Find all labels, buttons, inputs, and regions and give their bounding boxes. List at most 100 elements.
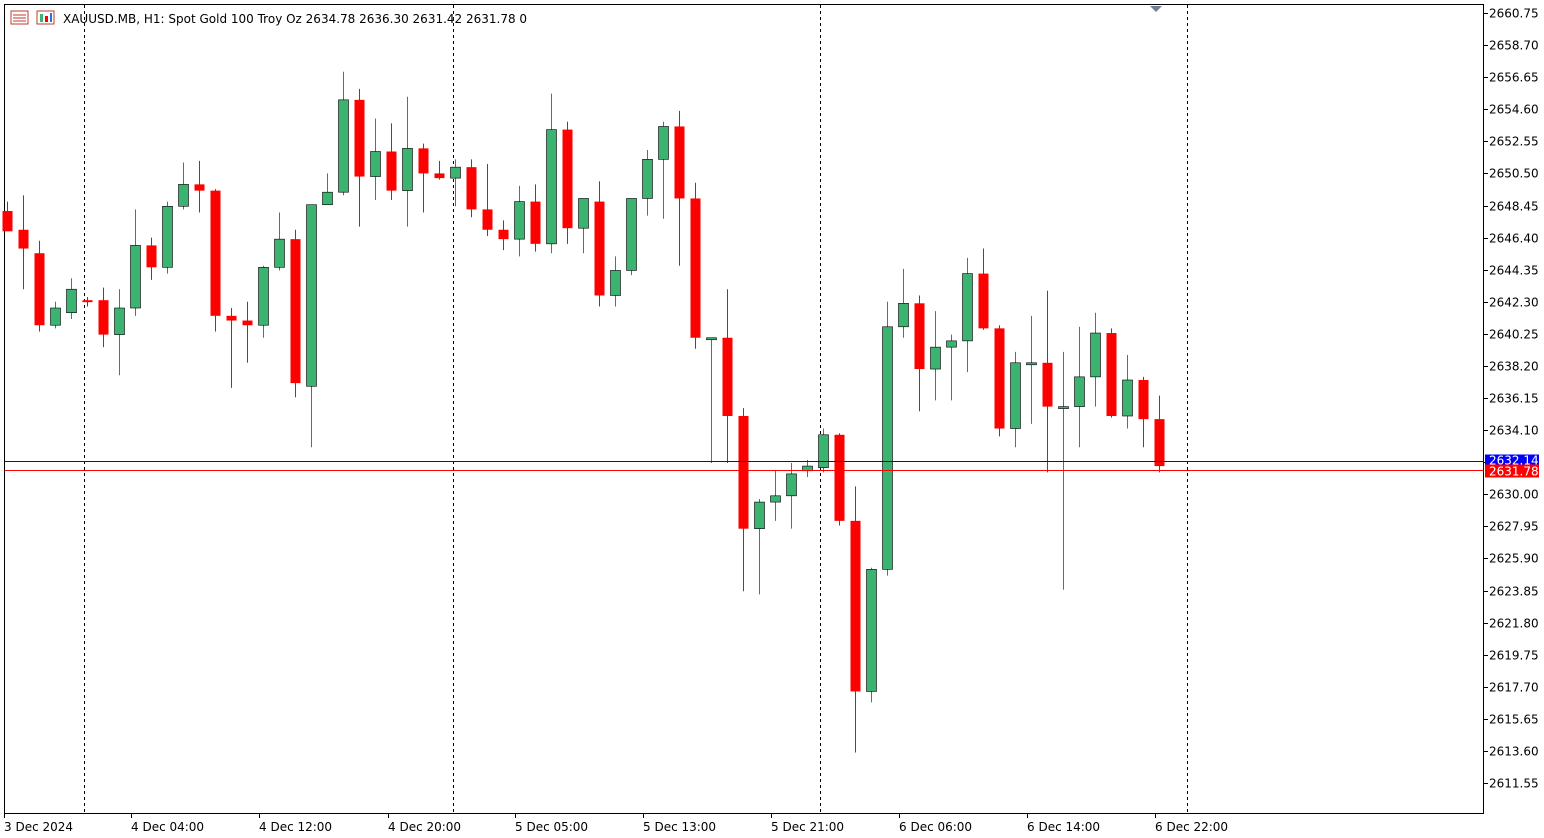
time-tick-label: 4 Dec 20:00 bbox=[388, 820, 461, 834]
candle bbox=[962, 257, 973, 373]
candle-body bbox=[402, 148, 413, 191]
candle bbox=[562, 121, 573, 244]
candle-body bbox=[1090, 332, 1101, 378]
price-tick-label: 2627.95 bbox=[1489, 520, 1539, 534]
time-tick-label: 3 Dec 2024 bbox=[4, 820, 73, 834]
candle-body bbox=[978, 273, 989, 329]
candle bbox=[786, 462, 797, 529]
candle bbox=[2, 201, 13, 232]
candle-body bbox=[530, 201, 541, 244]
time-tick-label: 5 Dec 21:00 bbox=[771, 820, 844, 834]
candle-body bbox=[178, 184, 189, 207]
price-tick-label: 2617.70 bbox=[1489, 681, 1539, 695]
candle bbox=[578, 198, 589, 254]
candle-body bbox=[1154, 419, 1165, 467]
candle-body bbox=[658, 126, 669, 160]
candle bbox=[642, 149, 653, 216]
candle-body bbox=[338, 99, 349, 193]
candle-body bbox=[642, 159, 653, 199]
candle bbox=[1138, 376, 1149, 448]
candle bbox=[1010, 351, 1021, 448]
candle-body bbox=[786, 473, 797, 497]
price-tick-label: 2650.50 bbox=[1489, 167, 1539, 181]
time-tick-label: 4 Dec 04:00 bbox=[131, 820, 204, 834]
candle-body bbox=[82, 300, 93, 303]
candle-body bbox=[498, 229, 509, 240]
price-tick-label: 2654.60 bbox=[1489, 103, 1539, 117]
candle bbox=[882, 301, 893, 576]
candle bbox=[466, 159, 477, 218]
candle bbox=[178, 162, 189, 210]
candle bbox=[946, 334, 957, 401]
candle bbox=[434, 160, 445, 180]
candle-body bbox=[1026, 362, 1037, 366]
candle bbox=[210, 189, 221, 332]
candle bbox=[482, 164, 493, 237]
candle bbox=[722, 289, 733, 463]
candle bbox=[354, 88, 365, 227]
candle bbox=[1090, 312, 1101, 407]
candle bbox=[1154, 395, 1165, 473]
price-tick-label: 2648.45 bbox=[1489, 200, 1539, 214]
candle-body bbox=[322, 191, 333, 206]
candle-body bbox=[1074, 376, 1085, 407]
candle bbox=[98, 287, 109, 348]
list-icon[interactable] bbox=[10, 10, 29, 25]
candle-body bbox=[194, 184, 205, 191]
candle-body bbox=[562, 129, 573, 229]
price-tick-label: 2642.30 bbox=[1489, 296, 1539, 310]
candle-body bbox=[546, 129, 557, 245]
candle bbox=[1026, 315, 1037, 424]
time-tick-label: 6 Dec 06:00 bbox=[899, 820, 972, 834]
price-tick-label: 2621.80 bbox=[1489, 617, 1539, 631]
price-tick-label: 2638.20 bbox=[1489, 360, 1539, 374]
candle-body bbox=[514, 201, 525, 240]
candle-body bbox=[1042, 362, 1053, 407]
candle-body bbox=[114, 307, 125, 335]
candle bbox=[402, 96, 413, 227]
candle bbox=[498, 220, 509, 251]
candle bbox=[738, 408, 749, 592]
candle-body bbox=[226, 315, 237, 321]
candle bbox=[66, 278, 77, 319]
candle bbox=[82, 297, 93, 307]
candle bbox=[930, 311, 941, 401]
candle bbox=[834, 433, 845, 526]
candle-body bbox=[354, 99, 365, 177]
candle bbox=[546, 93, 557, 254]
candle-body bbox=[50, 307, 61, 326]
candle bbox=[386, 123, 397, 201]
candle-body bbox=[706, 337, 717, 341]
chart-shift-icon[interactable] bbox=[1150, 6, 1162, 12]
candle bbox=[114, 289, 125, 376]
candle-body bbox=[290, 239, 301, 384]
candle-body bbox=[130, 245, 141, 309]
candle bbox=[530, 184, 541, 252]
price-tick-label: 2640.25 bbox=[1489, 328, 1539, 342]
candle-body bbox=[306, 204, 317, 387]
price-tick-label: 2634.10 bbox=[1489, 424, 1539, 438]
candle-body bbox=[738, 415, 749, 529]
candle bbox=[34, 240, 45, 332]
candle bbox=[306, 204, 317, 448]
candle bbox=[866, 567, 877, 703]
candle bbox=[450, 159, 461, 207]
candle-body bbox=[754, 501, 765, 529]
candle bbox=[1122, 354, 1133, 429]
candle bbox=[850, 486, 861, 753]
chart-type-icon[interactable] bbox=[36, 10, 55, 25]
candle bbox=[226, 308, 237, 388]
candle bbox=[258, 265, 269, 338]
candle bbox=[1074, 326, 1085, 448]
candle bbox=[322, 173, 333, 206]
candle-body bbox=[914, 303, 925, 370]
candle-body bbox=[482, 209, 493, 230]
candle-body bbox=[626, 198, 637, 271]
candle bbox=[18, 195, 29, 290]
candle-body bbox=[690, 198, 701, 338]
candle bbox=[290, 229, 301, 398]
candle bbox=[994, 325, 1005, 437]
